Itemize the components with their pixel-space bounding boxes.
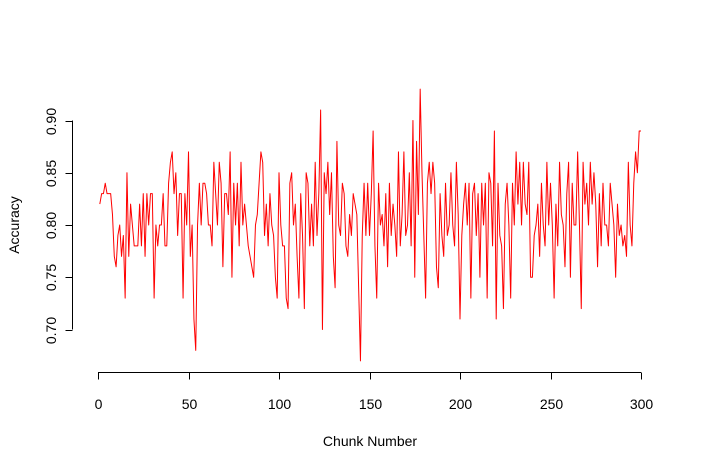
x-tick-label: 0: [95, 396, 103, 412]
accuracy-line: [99, 88, 641, 362]
x-tick-label: 100: [268, 396, 292, 412]
series-layer: [99, 88, 641, 362]
y-tick-label: 0.85: [43, 160, 59, 187]
y-tick-label: 0.70: [43, 317, 59, 344]
y-tick-label: 0.80: [43, 212, 59, 239]
x-axis: 0 50 100 150 200 250 300: [95, 372, 654, 412]
x-tick-label: 250: [540, 396, 564, 412]
x-tick-label: 50: [182, 396, 198, 412]
x-tick-label: 150: [359, 396, 383, 412]
y-tick-label: 0.90: [43, 108, 59, 135]
y-axis-title: Accuracy: [6, 196, 22, 254]
x-tick-label: 200: [449, 396, 473, 412]
y-tick-label: 0.75: [43, 264, 59, 291]
x-axis-title: Chunk Number: [323, 433, 417, 449]
y-axis: 0.70 0.75 0.80 0.85 0.90: [43, 108, 73, 344]
x-tick-label: 300: [630, 396, 654, 412]
